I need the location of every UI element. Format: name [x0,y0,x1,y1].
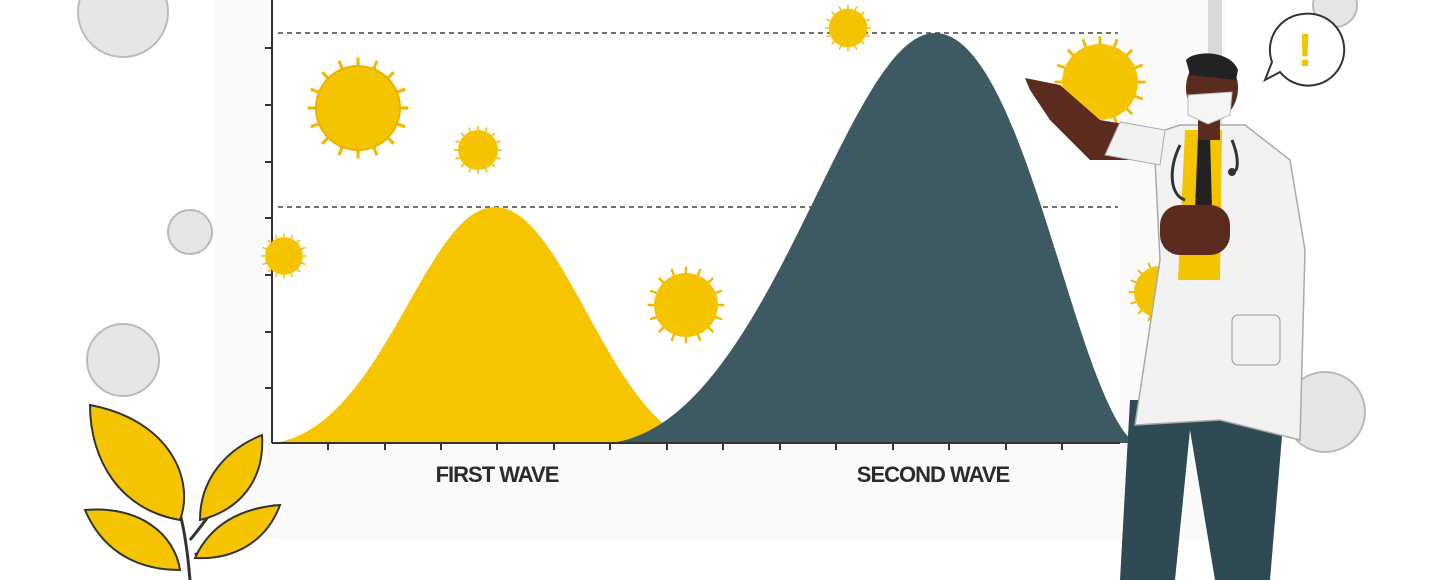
virus-grey [77,0,1366,453]
axes [265,0,1120,450]
virus [260,232,308,280]
speech-bubble: ! [1263,12,1346,87]
second-wave-label: SECOND WAVE [857,462,1010,487]
virus [646,265,726,345]
first-wave-curve [275,207,700,443]
doctor [1025,53,1306,580]
plant [83,403,282,580]
virus [824,4,872,52]
first-wave-label: FIRST WAVE [436,462,559,487]
virus [1052,34,1148,130]
virus [306,56,410,160]
virus [453,125,503,175]
second-wave-curve [610,33,1135,443]
exclamation: ! [1297,24,1312,76]
